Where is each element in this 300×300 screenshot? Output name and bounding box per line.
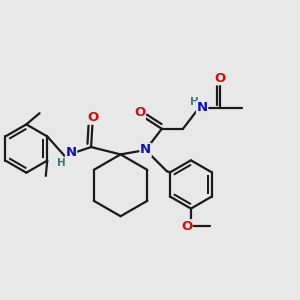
Text: N: N <box>196 101 208 114</box>
Text: N: N <box>65 146 77 159</box>
Text: O: O <box>215 72 226 85</box>
Text: O: O <box>134 106 145 119</box>
Text: H: H <box>57 158 65 168</box>
Text: H: H <box>190 97 199 107</box>
Text: O: O <box>181 220 192 233</box>
Text: N: N <box>140 143 151 157</box>
Text: O: O <box>87 111 98 124</box>
